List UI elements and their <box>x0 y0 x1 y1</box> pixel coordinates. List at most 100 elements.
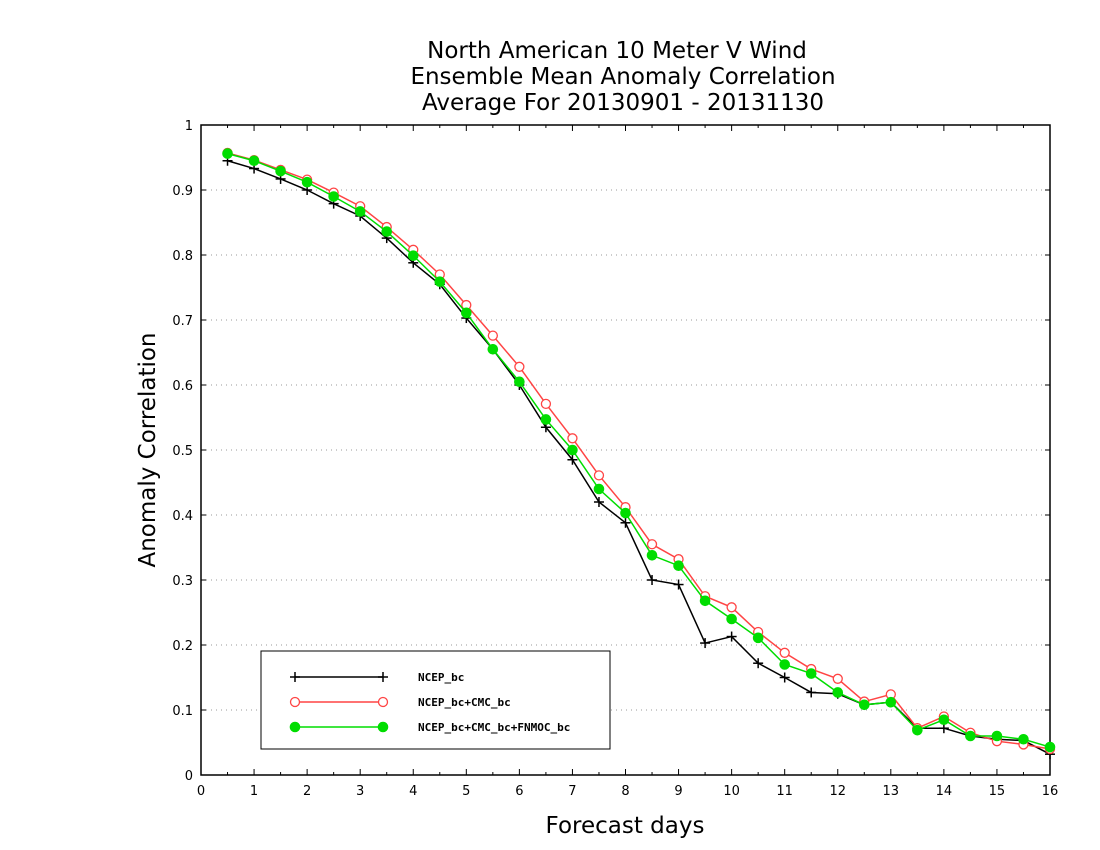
data-point <box>673 560 684 572</box>
data-point <box>753 658 764 669</box>
data-point <box>646 550 658 561</box>
data-point <box>805 668 817 679</box>
data-point <box>991 730 1003 742</box>
data-point <box>620 517 631 528</box>
legend-marker <box>289 696 301 708</box>
data-point <box>779 659 790 670</box>
data-point <box>514 361 525 372</box>
x-tick-label: 16 <box>1042 784 1059 799</box>
data-point <box>726 602 737 613</box>
legend-box <box>260 650 611 750</box>
data-point <box>832 687 844 698</box>
data-point <box>381 226 393 237</box>
y-tick-label: 0.5 <box>172 444 193 459</box>
x-tick-label: 10 <box>723 784 740 799</box>
data-point <box>248 155 260 167</box>
x-tick-label: 9 <box>674 784 682 799</box>
legend-label: NCEP_bc+CMC_bc <box>418 696 511 709</box>
data-point <box>514 376 525 388</box>
y-tick-label: 0.3 <box>172 574 193 589</box>
legend-marker <box>378 672 388 682</box>
data-point <box>938 714 950 726</box>
data-point <box>752 632 764 644</box>
x-tick-label: 0 <box>197 784 205 799</box>
legend-marker <box>289 721 301 733</box>
y-tick-label: 0.9 <box>172 184 193 199</box>
data-point <box>832 673 843 684</box>
x-tick-label: 2 <box>303 784 311 799</box>
data-point <box>779 672 790 683</box>
data-point <box>328 191 339 202</box>
legend-label: NCEP_bc+CMC_bc+FNMOC_bc <box>418 721 570 734</box>
data-point <box>567 454 578 465</box>
data-point <box>620 507 631 519</box>
data-point <box>301 176 313 188</box>
series-line <box>227 160 1051 755</box>
legend-marker <box>377 696 389 708</box>
data-point <box>540 398 552 410</box>
data-point <box>275 165 286 177</box>
data-point <box>487 330 498 341</box>
x-tick-label: 7 <box>568 784 576 799</box>
data-point <box>567 433 578 444</box>
x-axis-label: Forecast days <box>546 813 705 839</box>
x-tick-label: 1 <box>250 784 258 799</box>
series-3 <box>222 148 1056 753</box>
y-tick-label: 0.6 <box>172 379 193 394</box>
y-tick-label: 0.4 <box>172 509 193 524</box>
data-point <box>354 206 366 217</box>
legend-entry: NCEP_bc+CMC_bc <box>289 696 511 709</box>
data-point <box>806 687 817 698</box>
grid-lines <box>201 189 1050 711</box>
data-point <box>646 539 658 550</box>
data-point <box>885 696 897 708</box>
data-point <box>487 343 499 355</box>
y-tick-label: 0 <box>185 769 193 784</box>
x-tick-label: 4 <box>409 784 417 799</box>
x-tick-label: 12 <box>829 784 846 799</box>
y-tick-label: 0.2 <box>172 639 193 654</box>
title-line-1: North American 10 Meter V Wind <box>427 38 807 64</box>
y-axis-label: Anomaly Correlation <box>135 332 161 567</box>
legend: NCEP_bc NCEP_bc+CMC_bc NCEP_bc+CMC_bc+FNMO… <box>260 650 611 750</box>
data-point <box>540 414 552 425</box>
x-tick-label: 8 <box>621 784 629 799</box>
data-point <box>434 276 446 287</box>
legend-marker <box>290 672 300 682</box>
legend-entry: NCEP_bc <box>290 671 464 684</box>
data-point <box>593 497 604 507</box>
title-line-3: Average For 20130901 - 20131130 <box>422 90 824 116</box>
data-point <box>912 724 923 736</box>
data-point <box>779 647 790 658</box>
data-point <box>673 579 684 590</box>
y-tick-label: 0.7 <box>172 314 193 329</box>
y-tick-label: 1 <box>185 119 193 134</box>
data-point <box>965 730 976 742</box>
data-point <box>222 148 233 159</box>
x-tick-label: 14 <box>936 784 953 799</box>
data-point <box>407 250 419 261</box>
data-point <box>647 575 658 585</box>
data-point <box>1044 741 1056 753</box>
axes: 00.10.20.30.40.50.60.70.80.910 1 2 3 4 5 6 7 8 9 1… <box>172 119 1058 799</box>
x-tick-label: 5 <box>462 784 470 799</box>
data-point <box>726 631 737 642</box>
data-point <box>700 638 711 649</box>
legend-marker <box>377 721 389 733</box>
legend-entry: NCEP_bc+CMC_bc+FNMOC_bc <box>289 721 570 734</box>
x-tick-label: 3 <box>356 784 364 799</box>
chart-title: North American 10 Meter V Wind Ensemble … <box>410 38 835 116</box>
x-tick-label: 15 <box>989 784 1006 799</box>
series-layer <box>222 147 1056 760</box>
series-line <box>227 152 1051 748</box>
data-point <box>699 595 711 607</box>
data-point <box>726 613 737 625</box>
x-tick-label: 6 <box>515 784 523 799</box>
data-point <box>593 483 605 495</box>
y-tick-label: 0.8 <box>172 249 193 264</box>
y-tick-label: 0.1 <box>172 704 193 719</box>
data-point <box>461 307 472 319</box>
data-point <box>1018 733 1029 745</box>
title-line-2: Ensemble Mean Anomaly Correlation <box>410 64 835 90</box>
